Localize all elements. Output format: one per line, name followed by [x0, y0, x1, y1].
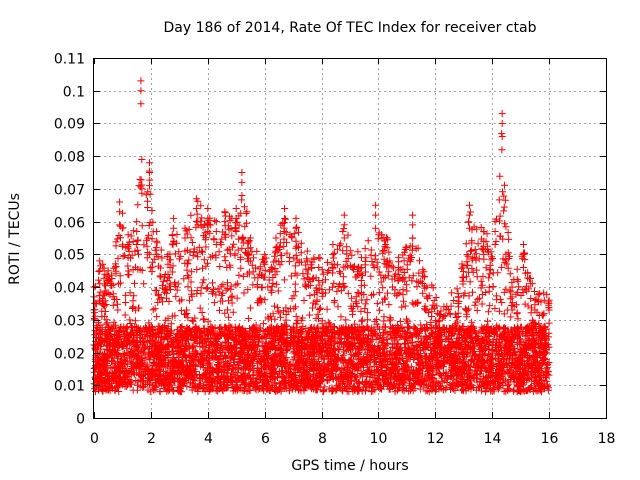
y-tick-label: 0.1 [63, 85, 85, 101]
y-tick-label: 0.11 [54, 52, 85, 68]
y-tick-label: 0.08 [54, 150, 85, 166]
x-tick-label: 12 [427, 431, 445, 447]
y-tick-label: 0.05 [54, 248, 85, 264]
chart-title: Day 186 of 2014, Rate Of TEC Index for r… [163, 20, 536, 36]
x-tick-label: 14 [484, 431, 502, 447]
x-tick-label: 16 [541, 431, 559, 447]
x-tick-label: 10 [370, 431, 388, 447]
y-tick-label: 0.06 [54, 216, 85, 232]
x-tick-label: 0 [90, 431, 99, 447]
y-axis-label: ROTI / TECUs [7, 193, 23, 285]
y-tick-label: 0.01 [54, 379, 85, 395]
x-axis-label: GPS time / hours [291, 458, 408, 474]
y-tick-label: 0.04 [54, 281, 85, 297]
plot-frame [93, 58, 607, 419]
y-tick-label: 0.02 [54, 347, 85, 363]
y-tick-label: 0 [76, 412, 85, 428]
y-tick-label: 0.03 [54, 314, 85, 330]
data-points [90, 77, 553, 396]
x-tick-label: 6 [261, 431, 270, 447]
x-tick-label: 2 [147, 431, 156, 447]
x-tick-label: 18 [598, 431, 616, 447]
y-tick-label: 0.09 [54, 117, 85, 133]
x-tick-label: 4 [204, 431, 213, 447]
roti-point-markers [90, 77, 553, 396]
axis-ticks: 0 0.01 0.02 0.03 0.04 0.05 0.06 0.07 0.08 0.09 0.1… [54, 52, 616, 448]
y-tick-label: 0.07 [54, 183, 85, 199]
x-tick-label: 8 [318, 431, 327, 447]
